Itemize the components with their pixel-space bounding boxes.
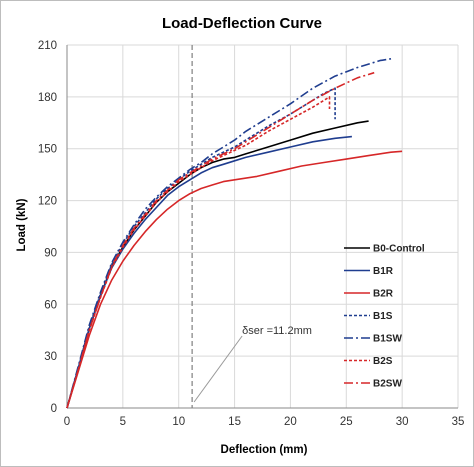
y-tick-label: 180 [38,92,57,104]
series-line-b1sw [66,58,392,409]
x-tick-label: 35 [452,416,465,428]
y-axis-title: Load (kN) [16,198,28,251]
series-lines [66,58,403,409]
y-tick-label: 0 [51,403,57,415]
legend-label: B2SW [373,379,402,390]
legend-label: B1SW [373,334,402,345]
y-tick-label: 150 [38,144,57,156]
grid [66,44,459,409]
annotation-label: δser =11.2mm [242,325,312,337]
x-tick-label: 30 [396,416,409,428]
legend-label: B1S [373,311,393,322]
x-axis-title: Deflection (mm) [221,444,308,456]
x-tick-label: 20 [284,416,297,428]
y-tick-label: 60 [44,299,57,311]
x-tick-label: 25 [340,416,353,428]
x-tick-label: 15 [228,416,241,428]
series-line-b2sw [66,71,375,409]
legend-label: B1R [373,266,394,277]
y-tick-label: 30 [44,351,57,363]
axes [66,45,458,409]
y-tick-labels: 0 30 60 90 120 150 180 210 [38,40,57,415]
legend-label: B2S [373,356,393,367]
chart-title: Load-Deflection Curve [162,15,322,32]
x-tick-labels: 0 5 10 15 20 25 30 35 [64,416,465,428]
y-tick-label: 120 [38,196,57,208]
series-line-b2r [66,150,403,409]
legend-label: B0-Control [373,244,425,255]
annotation-leader [193,335,243,403]
series-line-b1s [66,87,336,409]
x-tick-label: 5 [120,416,126,428]
serviceability-annotation: δser =11.2mm [191,45,312,408]
x-tick-label: 10 [172,416,185,428]
legend-label: B2R [373,289,394,300]
y-tick-label: 90 [44,247,57,259]
x-tick-label: 0 [64,416,70,428]
legend: B0-Control B1R B2R B1S B1SW B2S B2SW [344,244,425,390]
y-tick-label: 210 [38,40,57,52]
